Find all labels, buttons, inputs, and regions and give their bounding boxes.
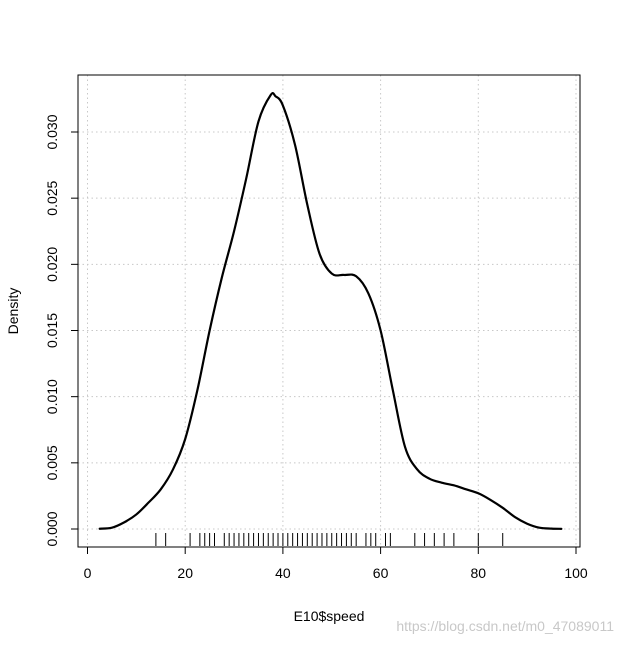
y-tick-label: 0.015 [44,313,60,348]
y-tick-label: 0.030 [44,114,60,149]
x-tick-label: 40 [275,565,291,581]
x-tick-label: 80 [471,565,487,581]
grid [78,75,580,547]
y-axis-title: Density [5,288,21,335]
density-curve [98,91,563,530]
y-tick-label: 0.010 [44,379,60,414]
watermark-text: https://blog.csdn.net/m0_47089011 [396,618,614,634]
x-axis-title: E10$speed [294,608,365,624]
y-tick-label: 0.020 [44,247,60,282]
y-axis: 0.000 0.005 0.010 0.015 0.020 0.025 0.030 [44,114,79,547]
x-tick-label: 60 [373,565,389,581]
y-tick-label: 0.000 [44,511,60,546]
x-axis: 0 20 40 60 80 100 [84,546,588,581]
x-tick-label: 0 [84,565,92,581]
rug-ticks [155,533,504,546]
y-tick-label: 0.025 [44,180,60,215]
plot-frame [77,74,581,548]
y-tick-label: 0.005 [44,445,60,480]
x-tick-label: 100 [564,565,588,581]
x-tick-label: 20 [177,565,193,581]
